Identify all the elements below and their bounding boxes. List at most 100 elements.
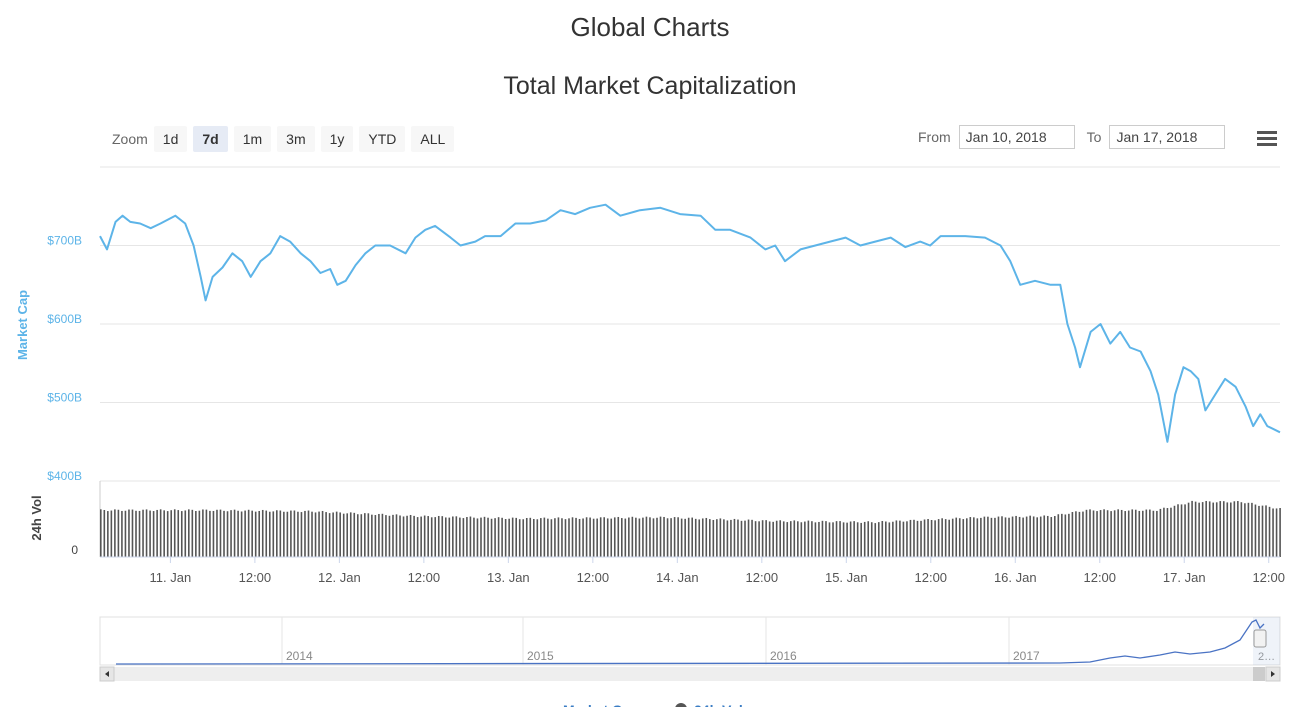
vol-bar xyxy=(1215,502,1218,557)
vol-bar xyxy=(293,510,296,557)
to-label: To xyxy=(1086,129,1102,145)
vol-bar xyxy=(522,519,525,557)
vol-bar xyxy=(656,517,658,557)
vol-bar xyxy=(789,521,792,557)
vol-bar xyxy=(1159,508,1162,557)
vol-bar xyxy=(874,523,877,557)
vol-bar xyxy=(694,518,697,557)
vol-bar xyxy=(501,517,503,557)
x-tick-label: 12:00 xyxy=(239,570,272,585)
vol-bar xyxy=(951,518,954,557)
vol-bar xyxy=(202,509,204,557)
zoom-3m-button[interactable]: 3m xyxy=(277,126,315,152)
vol-bar xyxy=(1099,510,1102,557)
y-tick-label: $400B xyxy=(47,469,82,483)
vol-bar xyxy=(1057,514,1060,557)
vol-bar xyxy=(687,517,690,557)
legend-item-market-cap: Market Cap xyxy=(563,702,638,707)
vol-bar xyxy=(842,522,845,557)
vol-bar xyxy=(525,517,528,557)
vol-bar xyxy=(719,518,722,557)
vol-bar xyxy=(1106,510,1109,557)
navigator-year-label: 2016 xyxy=(770,649,797,663)
vol-bar xyxy=(1103,509,1105,557)
vol-bar xyxy=(923,519,926,557)
x-tick-label: 16. Jan xyxy=(994,570,1037,585)
vol-bar xyxy=(955,517,958,557)
vol-bar xyxy=(1237,501,1239,557)
hamburger-menu-icon[interactable] xyxy=(1257,131,1277,149)
vol-bar xyxy=(663,516,665,557)
vol-bar xyxy=(564,519,567,557)
vol-bar xyxy=(754,521,757,557)
vol-bar xyxy=(892,521,894,557)
zoom-ytd-button[interactable]: YTD xyxy=(359,126,406,152)
vol-bar xyxy=(592,518,595,557)
vol-bar xyxy=(716,519,718,557)
vol-bar xyxy=(550,519,553,557)
zoom-1d-button[interactable]: 1d xyxy=(153,126,188,152)
x-tick-label: 14. Jan xyxy=(656,570,699,585)
x-tick-label: 12:00 xyxy=(1083,570,1116,585)
vol-bar xyxy=(1025,516,1028,557)
vol-bar xyxy=(698,519,701,557)
vol-bar xyxy=(399,515,401,557)
vol-bar xyxy=(1043,515,1046,557)
vol-bar xyxy=(536,519,539,557)
vol-bar xyxy=(349,512,352,557)
vol-bar xyxy=(265,510,268,557)
vol-bar xyxy=(997,516,1000,557)
from-date-input[interactable] xyxy=(958,125,1075,149)
vol-bar xyxy=(1170,507,1172,557)
vol-bar xyxy=(346,513,349,557)
vol-bar xyxy=(385,515,387,557)
vol-bar xyxy=(381,513,384,557)
scrollbar-track xyxy=(100,667,1280,681)
vol-bar xyxy=(261,509,264,557)
vol-bar xyxy=(712,519,715,557)
vol-bar xyxy=(100,509,102,557)
vol-bar xyxy=(469,516,472,557)
zoom-selector: Zoom 1d 7d 1m 3m 1y YTD ALL xyxy=(112,126,460,152)
vol-bar xyxy=(888,522,891,557)
vol-bar xyxy=(1180,504,1183,557)
zoom-7d-button[interactable]: 7d xyxy=(193,126,228,152)
vol-bar xyxy=(304,510,306,557)
vol-bar xyxy=(1233,501,1236,557)
zoom-all-button[interactable]: ALL xyxy=(411,126,455,152)
to-date-input[interactable] xyxy=(1109,125,1226,149)
vol-bar xyxy=(895,520,898,557)
zoom-1y-button[interactable]: 1y xyxy=(320,126,354,152)
vol-bar xyxy=(807,520,810,557)
vol-bar xyxy=(804,521,806,557)
vol-bar xyxy=(571,517,574,557)
vol-bar xyxy=(121,510,123,557)
vol-bar xyxy=(515,517,517,557)
vol-bar xyxy=(1022,517,1024,557)
vol-bar xyxy=(360,514,363,557)
zoom-1m-button[interactable]: 1m xyxy=(233,126,272,152)
vol-bar xyxy=(554,518,556,557)
vol-bar xyxy=(635,517,637,557)
vol-bar xyxy=(540,518,542,557)
vol-bar xyxy=(557,517,560,557)
vol-bar xyxy=(483,516,486,557)
vol-bar xyxy=(1018,516,1021,557)
x-tick-label: 12:00 xyxy=(577,570,610,585)
vol-bar xyxy=(768,521,771,557)
vol-bar xyxy=(1127,510,1130,557)
vol-bar xyxy=(987,516,989,557)
vol-bar xyxy=(948,519,950,557)
vol-bar xyxy=(166,511,169,557)
vol-bar xyxy=(740,520,743,557)
vol-bar xyxy=(198,510,201,557)
vol-bar xyxy=(459,517,461,557)
vol-bar xyxy=(589,517,591,557)
vol-bar xyxy=(1272,508,1274,557)
vol-bar xyxy=(490,518,493,557)
vol-bar xyxy=(782,521,785,557)
vol-bar xyxy=(279,510,282,557)
vol-bar xyxy=(934,520,936,557)
vol-bar xyxy=(969,517,972,557)
vol-bar xyxy=(297,511,299,557)
